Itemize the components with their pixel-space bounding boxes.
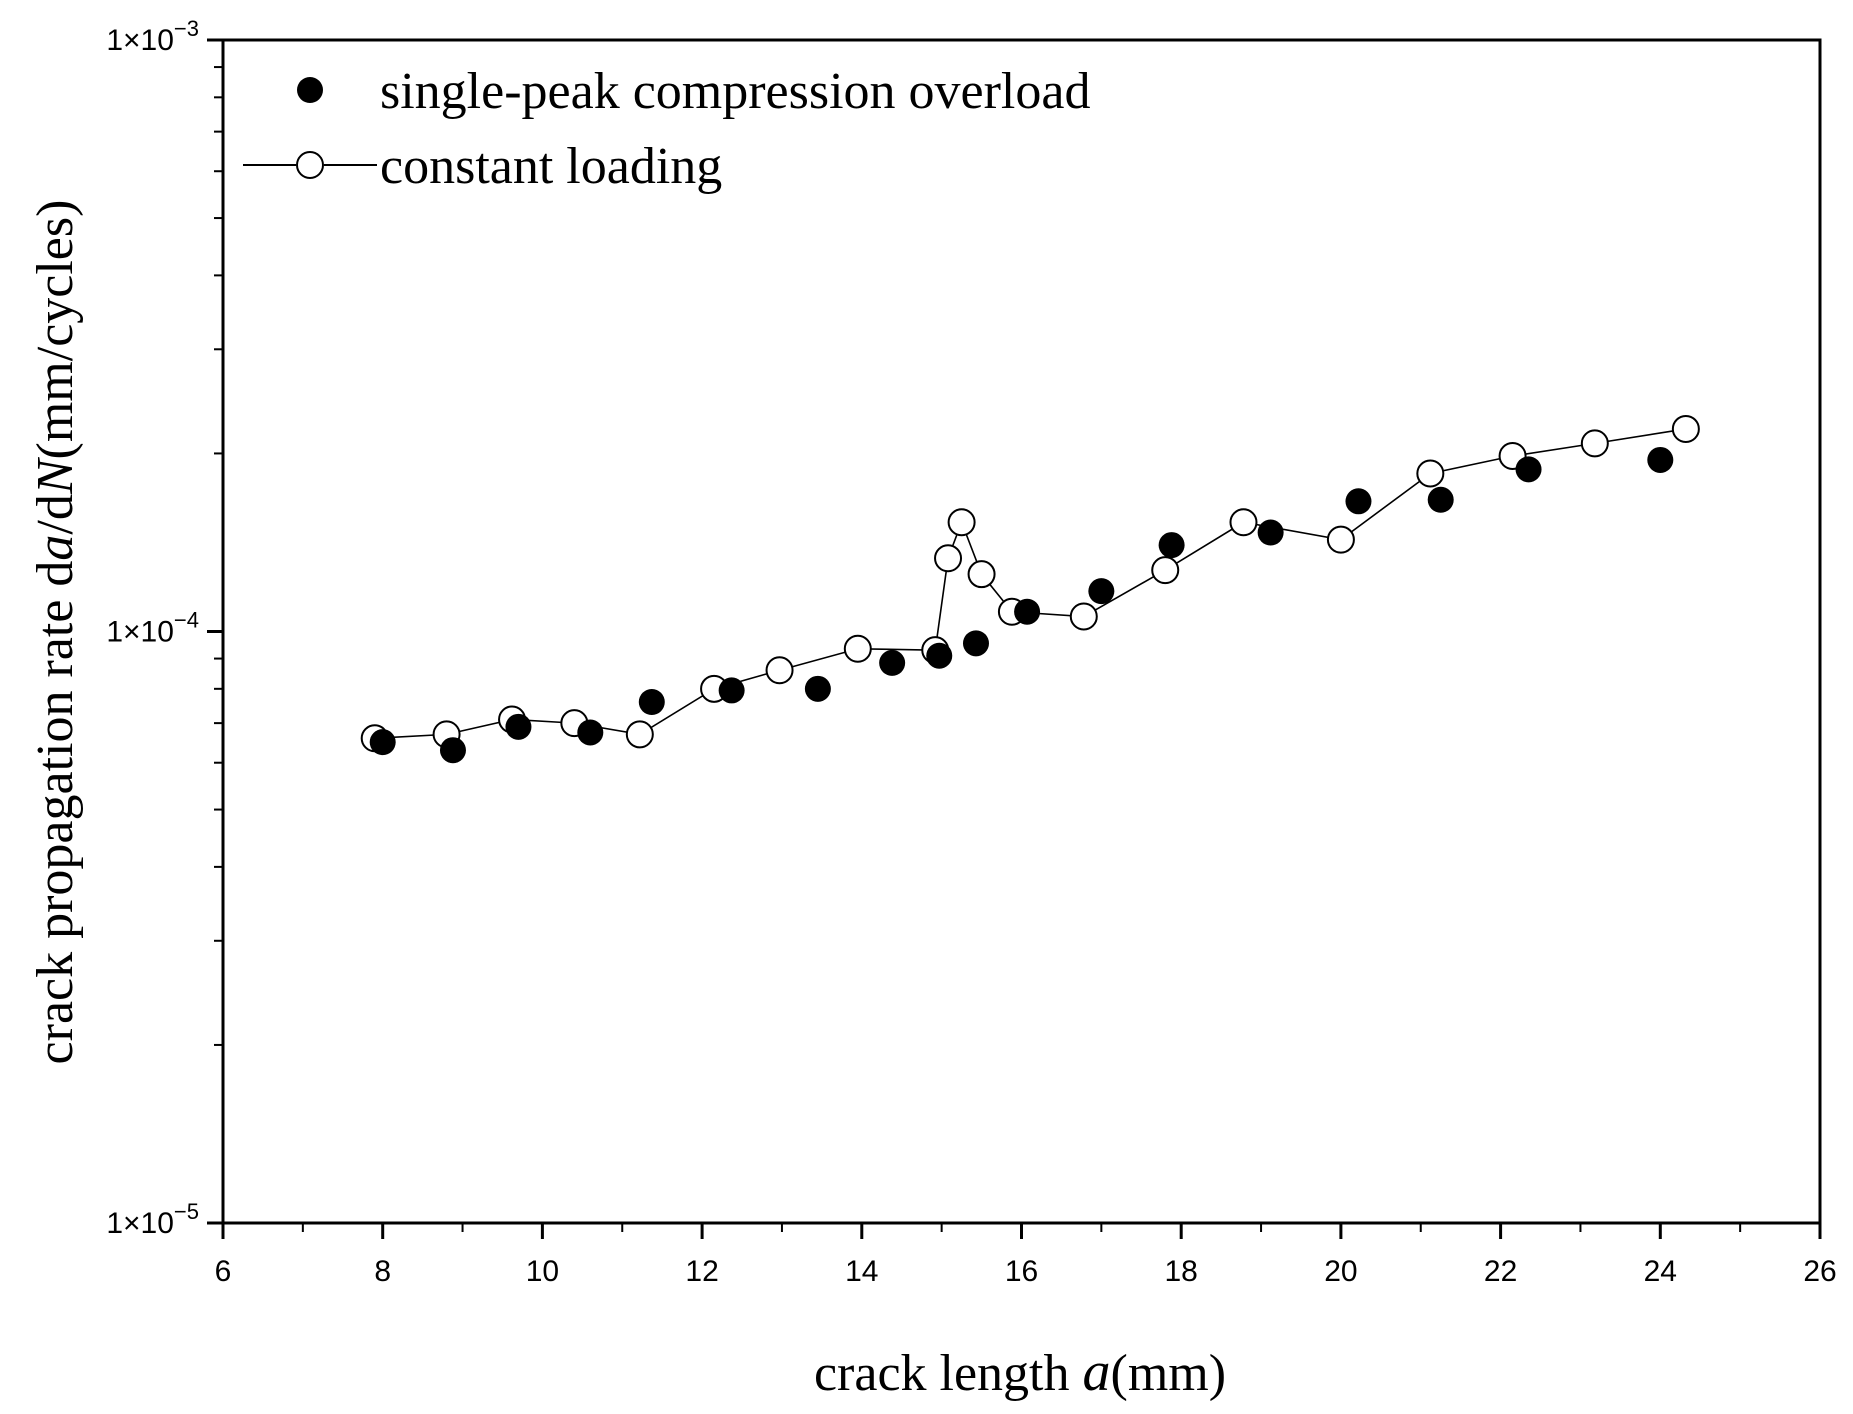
y-axis-title: crack propagation rate da/dN(mm/cycles) bbox=[27, 200, 84, 1065]
constant-loading-point bbox=[843, 634, 872, 663]
y-tick-exponent: −5 bbox=[174, 1199, 199, 1224]
y-tick-label: 1×10−3 bbox=[106, 16, 199, 57]
y-axis-ticks: 1×10−51×10−41×10−3 bbox=[106, 16, 223, 1240]
constant-loading-point bbox=[947, 508, 976, 537]
legend: single-peak compression overload constan… bbox=[243, 63, 1090, 195]
overload-point bbox=[879, 649, 906, 676]
overload-point bbox=[1158, 532, 1185, 559]
overload-point bbox=[1345, 488, 1372, 515]
constant-loading-point bbox=[1326, 525, 1355, 554]
overload-point bbox=[1014, 598, 1041, 625]
overload-point bbox=[439, 737, 466, 764]
legend-label-overload: single-peak compression overload bbox=[380, 63, 1090, 120]
x-tick-label: 22 bbox=[1484, 1255, 1517, 1288]
y-tick-exponent: −4 bbox=[174, 608, 199, 633]
legend-marker-open bbox=[296, 151, 324, 179]
x-axis-title-var: a bbox=[1083, 1341, 1111, 1403]
x-tick-label: 8 bbox=[374, 1255, 391, 1288]
x-tick-label: 10 bbox=[526, 1255, 559, 1288]
constant-loading-point bbox=[1580, 429, 1609, 458]
overload-point bbox=[1647, 446, 1674, 473]
constant-loading-point bbox=[934, 544, 963, 573]
x-tick-label: 20 bbox=[1324, 1255, 1357, 1288]
x-tick-label: 26 bbox=[1803, 1255, 1836, 1288]
overload-point bbox=[505, 713, 532, 740]
constant-loading-point bbox=[1416, 459, 1445, 488]
x-tick-label: 14 bbox=[845, 1255, 878, 1288]
plot-frame bbox=[221, 38, 1822, 1225]
constant-loading-point bbox=[967, 560, 996, 589]
constant-loading-point bbox=[1151, 556, 1180, 585]
overload-point bbox=[1257, 519, 1284, 546]
legend-marker-filled bbox=[297, 77, 323, 103]
y-tick-label: 1×10−4 bbox=[106, 608, 199, 649]
x-axis-title-unit: (mm) bbox=[1111, 1345, 1227, 1402]
y-tick-mantissa: 1 bbox=[106, 616, 123, 649]
y-axis-title-prefix: crack propagation rate d bbox=[27, 561, 84, 1065]
x-tick-label: 18 bbox=[1165, 1255, 1198, 1288]
y-tick-label: 1×10−5 bbox=[106, 1199, 199, 1240]
y-tick-mantissa: 1 bbox=[106, 1207, 123, 1240]
overload-point bbox=[804, 675, 831, 702]
overload-point bbox=[1088, 578, 1115, 605]
overload-point bbox=[718, 677, 745, 704]
overload-point bbox=[577, 719, 604, 746]
constant-loading-point bbox=[1229, 508, 1258, 537]
y-tick-times: × bbox=[123, 616, 141, 649]
y-tick-base: 10 bbox=[141, 24, 174, 57]
overload-point bbox=[369, 729, 396, 756]
y-tick-times: × bbox=[123, 24, 141, 57]
overload-point bbox=[1515, 456, 1542, 483]
constant-loading-point bbox=[765, 656, 794, 685]
x-tick-label: 12 bbox=[685, 1255, 718, 1288]
y-tick-exponent: −3 bbox=[174, 16, 199, 41]
x-axis-ticks: 6 8 10 12 14 16 18 20 22 24 26 bbox=[215, 1223, 1837, 1288]
constant-loading-point bbox=[1069, 602, 1098, 631]
x-tick-label: 16 bbox=[1005, 1255, 1038, 1288]
y-tick-base: 10 bbox=[141, 1207, 174, 1240]
x-tick-label: 24 bbox=[1644, 1255, 1677, 1288]
y-axis-title-mid: /d bbox=[27, 494, 84, 534]
overload-point bbox=[962, 630, 989, 657]
constant-loading-point bbox=[1671, 414, 1700, 443]
overload-point bbox=[926, 642, 953, 669]
series-constant-loading bbox=[360, 414, 1700, 753]
y-tick-mantissa: 1 bbox=[106, 24, 123, 57]
constant-loading-point bbox=[625, 720, 654, 749]
x-axis-title: crack length a(mm) bbox=[814, 1341, 1226, 1403]
overload-point bbox=[638, 688, 665, 715]
x-tick-label: 6 bbox=[215, 1255, 232, 1288]
overload-point bbox=[1427, 486, 1454, 513]
y-axis-title-var-n: N bbox=[27, 456, 84, 495]
y-axis-title-unit: (mm/cycles) bbox=[27, 200, 84, 460]
y-tick-base: 10 bbox=[141, 616, 174, 649]
series-single-peak-compression-overload bbox=[369, 446, 1674, 764]
x-axis-title-prefix: crack length bbox=[814, 1345, 1083, 1402]
legend-label-constant: constant loading bbox=[380, 138, 722, 195]
constant-loading-line bbox=[374, 428, 1686, 740]
y-tick-times: × bbox=[123, 1207, 141, 1240]
y-axis-title-var-a: a bbox=[27, 535, 84, 561]
